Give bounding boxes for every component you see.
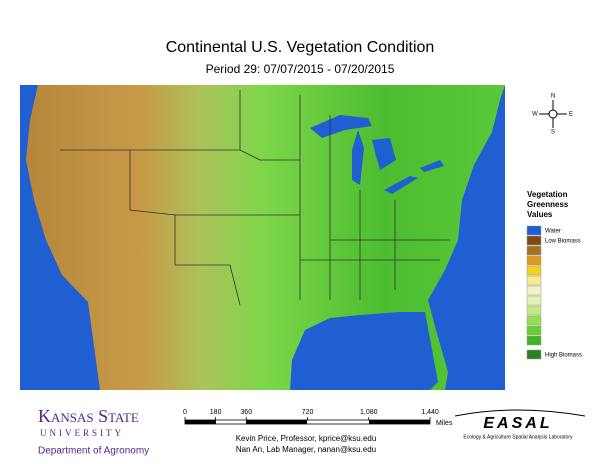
credit: Kevin Price, Professor, kprice@ksu.edu	[236, 434, 377, 443]
easal-swoosh	[454, 409, 586, 417]
lake-erie	[384, 176, 418, 194]
scale-bar-segment	[369, 420, 430, 424]
scale-tick-label: 360	[240, 409, 252, 416]
lake-ontario	[420, 160, 444, 172]
ksu-department: Department of Agronomy	[38, 446, 149, 457]
scale-tick-label: 0	[183, 409, 187, 416]
scale-tick-label: 720	[302, 409, 314, 416]
lake-huron	[372, 138, 396, 170]
legend-swatch	[526, 285, 542, 296]
legend-swatch	[526, 349, 542, 360]
credit: Nan An, Lab Manager, nanan@ksu.edu	[236, 445, 376, 454]
scale-bar-segment	[246, 420, 307, 424]
scale-tick-label: 180	[210, 409, 222, 416]
atlantic-ocean	[428, 85, 505, 390]
legend: Vegetation Greenness Values Water Low Bio…	[526, 190, 582, 360]
ksu-logo: Kansas State UNIVERSITY Department of Ag…	[38, 406, 149, 457]
legend-label: High Biomass	[545, 353, 582, 359]
title: Continental U.S. Vegetation Condition	[166, 39, 435, 56]
compass: N W E S	[532, 94, 573, 136]
scale-bar: Miles 0 180 360 720 1,080 1,440	[183, 409, 453, 427]
legend-title: Vegetation	[527, 190, 568, 199]
scale-tick-label: 1,080	[360, 409, 378, 416]
legend-swatch	[526, 295, 542, 306]
ksu-subname: UNIVERSITY	[40, 428, 124, 438]
legend-swatch	[526, 265, 542, 276]
subtitle: Period 29: 07/07/2015 - 07/20/2015	[206, 62, 395, 76]
easal-name: EASAL	[483, 415, 552, 432]
legend-swatch	[526, 255, 542, 266]
legend-swatch	[526, 325, 542, 336]
compass-east: E	[569, 112, 573, 118]
legend-title: Values	[527, 210, 553, 219]
lake-michigan	[352, 130, 364, 185]
compass-south: S	[551, 130, 555, 136]
scale-tick-label: 1,440	[421, 409, 439, 416]
compass-west: W	[532, 112, 538, 118]
easal-logo: EASAL Ecology & Agriculture Spatial Anal…	[454, 409, 586, 440]
legend-swatch	[526, 275, 542, 286]
gulf-of-mexico	[290, 312, 438, 390]
legend-label: Low Biomass	[545, 239, 581, 245]
legend-label: Water	[545, 229, 561, 235]
scale-unit: Miles	[436, 420, 453, 427]
legend-swatch	[526, 245, 542, 256]
scale-bar-segment	[185, 420, 216, 424]
lake-superior	[310, 115, 372, 138]
compass-north: N	[551, 94, 555, 100]
ksu-name: Kansas State	[38, 406, 139, 426]
legend-swatch	[526, 225, 542, 236]
legend-swatch	[526, 305, 542, 316]
state-borders	[60, 90, 450, 306]
legend-swatch	[526, 235, 542, 246]
legend-swatch	[526, 315, 542, 326]
legend-title: Greenness	[527, 200, 569, 209]
map	[20, 85, 505, 390]
pacific-ocean	[20, 85, 100, 390]
easal-subtitle: Ecology & Agriculture Spatial Analysis L…	[463, 434, 573, 440]
compass-center	[548, 109, 558, 119]
legend-swatch	[526, 335, 542, 346]
